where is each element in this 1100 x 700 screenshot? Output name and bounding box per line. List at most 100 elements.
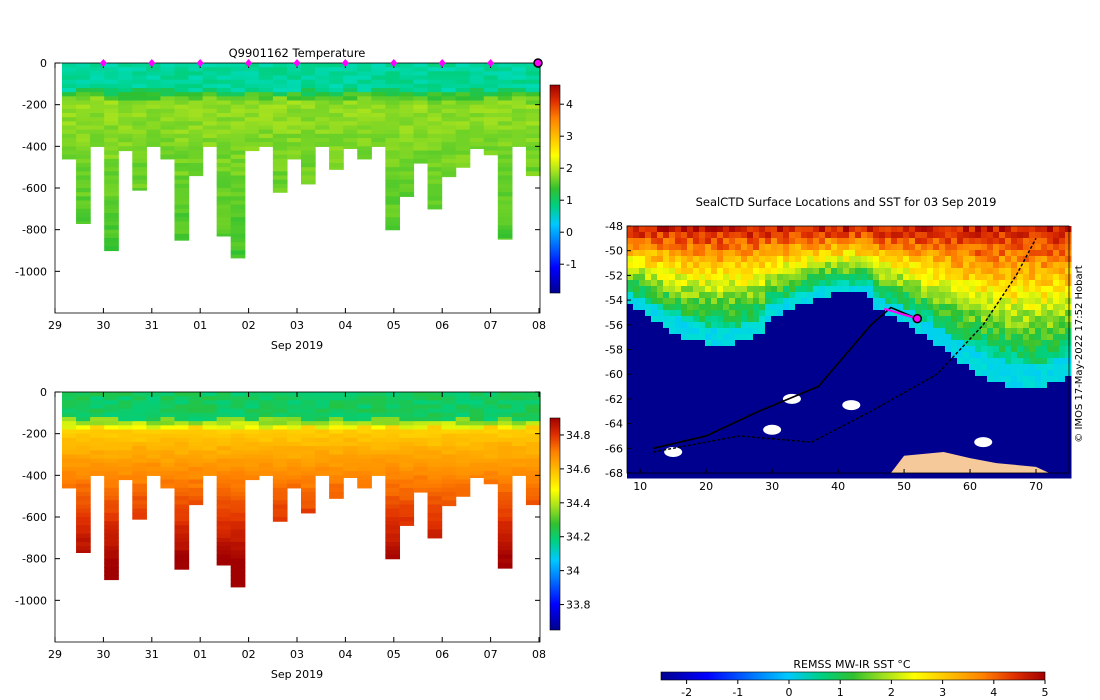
profile-cell [286,408,302,414]
sst-cell [753,280,760,287]
sst-cell [1005,412,1012,419]
sst-cell [915,340,922,347]
sst-cell [651,370,658,377]
profile-cell [272,512,288,518]
sst-cell [891,352,898,359]
profile-cell [497,200,513,206]
sst-cell [1023,316,1030,323]
profile-cell [286,421,302,426]
sst-cell [699,370,706,377]
sst-cell [627,412,634,419]
sst-cell [747,274,754,281]
sst-cell [801,352,808,359]
sst-cell [627,262,634,269]
profile-cell [216,146,232,152]
sst-cell [927,316,934,323]
profile-cell [427,117,443,122]
sst-cell [927,250,934,257]
profile-cell [427,167,443,172]
sst-cell [1035,454,1042,461]
sst-cell [867,334,874,341]
profile-cell [272,454,288,460]
sst-cell [771,232,778,239]
profile-cell [511,396,527,401]
sst-cell [921,370,928,377]
profile-cell [216,213,232,218]
sst-cell [1017,412,1024,419]
profile-cell [385,454,401,460]
profile-cell [76,213,91,218]
profile-cell [399,471,415,476]
profile-cell [441,96,457,102]
sst-cell [1059,250,1066,257]
sst-cell [945,388,952,395]
sst-cell [669,436,676,443]
sst-cell [939,244,946,251]
profile-cell [413,129,429,135]
profile-cell [301,158,316,164]
sst-cell [999,412,1006,419]
sst-cell [1017,400,1024,407]
profile-cell [132,471,147,476]
sst-cell [867,430,874,437]
sst-cell [1053,316,1060,323]
sst-cell [1047,286,1054,293]
sst-cell [735,274,742,281]
profile-cell [76,487,91,493]
sst-cell [717,298,724,305]
sst-cell [969,256,976,263]
profile-cell [230,454,246,460]
profile-cell [230,179,246,185]
profile-cell [455,125,471,131]
sst-cell [747,250,754,257]
sst-cell [765,226,772,233]
profile-cell [357,133,372,139]
sst-cell [969,382,976,389]
sst-cell [1017,358,1024,365]
sst-cell [939,400,946,407]
sst-cell [777,286,784,293]
profile-cell [160,67,176,72]
sst-cell [687,298,694,305]
sst-cell [927,232,934,239]
profile-cell [343,117,358,122]
sst-cell [723,286,730,293]
profile-cell [455,417,471,422]
profile-cell [272,75,288,81]
sst-cell [957,256,964,263]
sst-cell [627,310,634,317]
sst-cell [759,280,766,287]
sst-cell [831,430,838,437]
sst-cell [969,430,976,437]
sst-cell [933,274,940,281]
sst-cell [993,292,1000,299]
sst-cell [909,406,916,413]
profile-cell [511,104,527,110]
sst-cell [711,298,718,305]
profile-cell [258,117,274,122]
sst-cell [1041,316,1048,323]
profile-cell [441,392,457,397]
sst-cell [1005,364,1012,371]
sst-cell [651,460,658,467]
sst-cell [783,364,790,371]
sst-cell [759,298,766,305]
profile-cell [76,92,91,97]
sst-cell [999,376,1006,383]
sst-cell [909,382,916,389]
profile-cell [272,158,288,164]
sst-cell [1011,238,1018,245]
sst-cell [945,292,952,299]
profile-cell [188,462,204,468]
profile-cell [427,529,443,535]
sst-cell [717,322,724,329]
profile-cell [160,433,176,439]
sst-cell [897,286,904,293]
sst-cell [915,376,922,383]
sst-cell [1023,280,1030,287]
profile-cell [399,104,415,110]
sst-cell [717,430,724,437]
sst-cell [999,286,1006,293]
sst-cell [861,424,868,431]
